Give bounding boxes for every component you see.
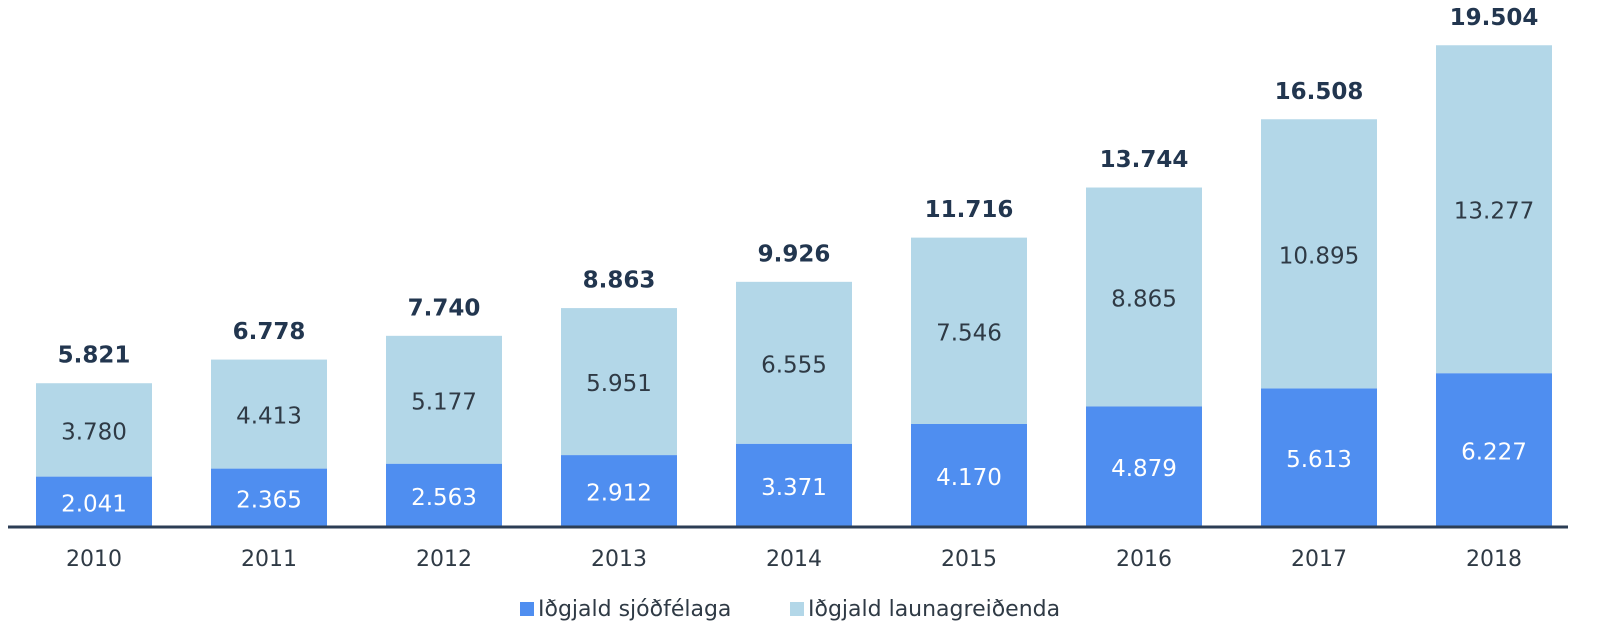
value-label: 5.177 [411,389,477,415]
value-label: 3.780 [61,419,127,445]
value-label: 5.613 [1286,447,1352,473]
value-label: 4.170 [936,465,1002,491]
bar-segment [1086,406,1202,527]
value-label: 6.555 [761,352,827,378]
bar-segment [911,424,1027,527]
bar-segment [1436,45,1552,374]
bar-segment [911,237,1027,425]
bar-segment [386,335,502,464]
bar-segment [36,476,152,527]
x-tick-label: 2012 [416,547,472,572]
legend-label: Iðgjald sjóðfélaga [538,597,731,622]
x-tick-label: 2016 [1116,547,1172,572]
legend-swatch [790,602,804,616]
bar-segment [1261,388,1377,527]
total-label: 19.504 [1450,5,1539,31]
value-label: 2.912 [586,481,652,507]
value-label: 4.879 [1111,456,1177,482]
value-label: 2.041 [61,491,127,517]
value-label: 5.951 [586,371,652,397]
value-label: 13.277 [1454,199,1534,225]
total-label: 7.740 [408,295,481,321]
bar-segment [211,359,327,469]
bar-segment [736,281,852,444]
total-label: 13.744 [1100,147,1189,173]
x-tick-label: 2015 [941,547,997,572]
x-tick-label: 2010 [66,547,122,572]
bar-segment [736,443,852,527]
legend-swatch [520,602,534,616]
bar-segment [1086,187,1202,407]
x-tick-label: 2011 [241,547,297,572]
total-label: 9.926 [758,241,831,267]
value-label: 7.546 [936,320,1002,346]
bar-segment [1261,119,1377,389]
bar-segment [561,308,677,456]
legend-label: Iðgjald launagreiðenda [808,597,1060,622]
value-label: 10.895 [1279,243,1359,269]
bar-segment [36,383,152,477]
x-tick-label: 2013 [591,547,647,572]
total-label: 6.778 [233,319,306,345]
value-label: 2.563 [411,485,477,511]
bar-segment [211,468,327,527]
total-label: 16.508 [1275,79,1364,105]
x-tick-label: 2018 [1466,547,1522,572]
bar-segment [1436,373,1552,527]
value-label: 3.371 [761,475,827,501]
total-label: 11.716 [925,197,1014,223]
total-label: 8.863 [583,268,656,294]
value-label: 4.413 [236,404,302,430]
bar-segment [561,455,677,527]
total-label: 5.821 [58,343,131,369]
bar-segment [386,463,502,527]
x-tick-label: 2017 [1291,547,1347,572]
value-label: 6.227 [1461,440,1527,466]
value-label: 8.865 [1111,287,1177,313]
x-tick-label: 2014 [766,547,822,572]
value-label: 2.365 [236,487,302,513]
